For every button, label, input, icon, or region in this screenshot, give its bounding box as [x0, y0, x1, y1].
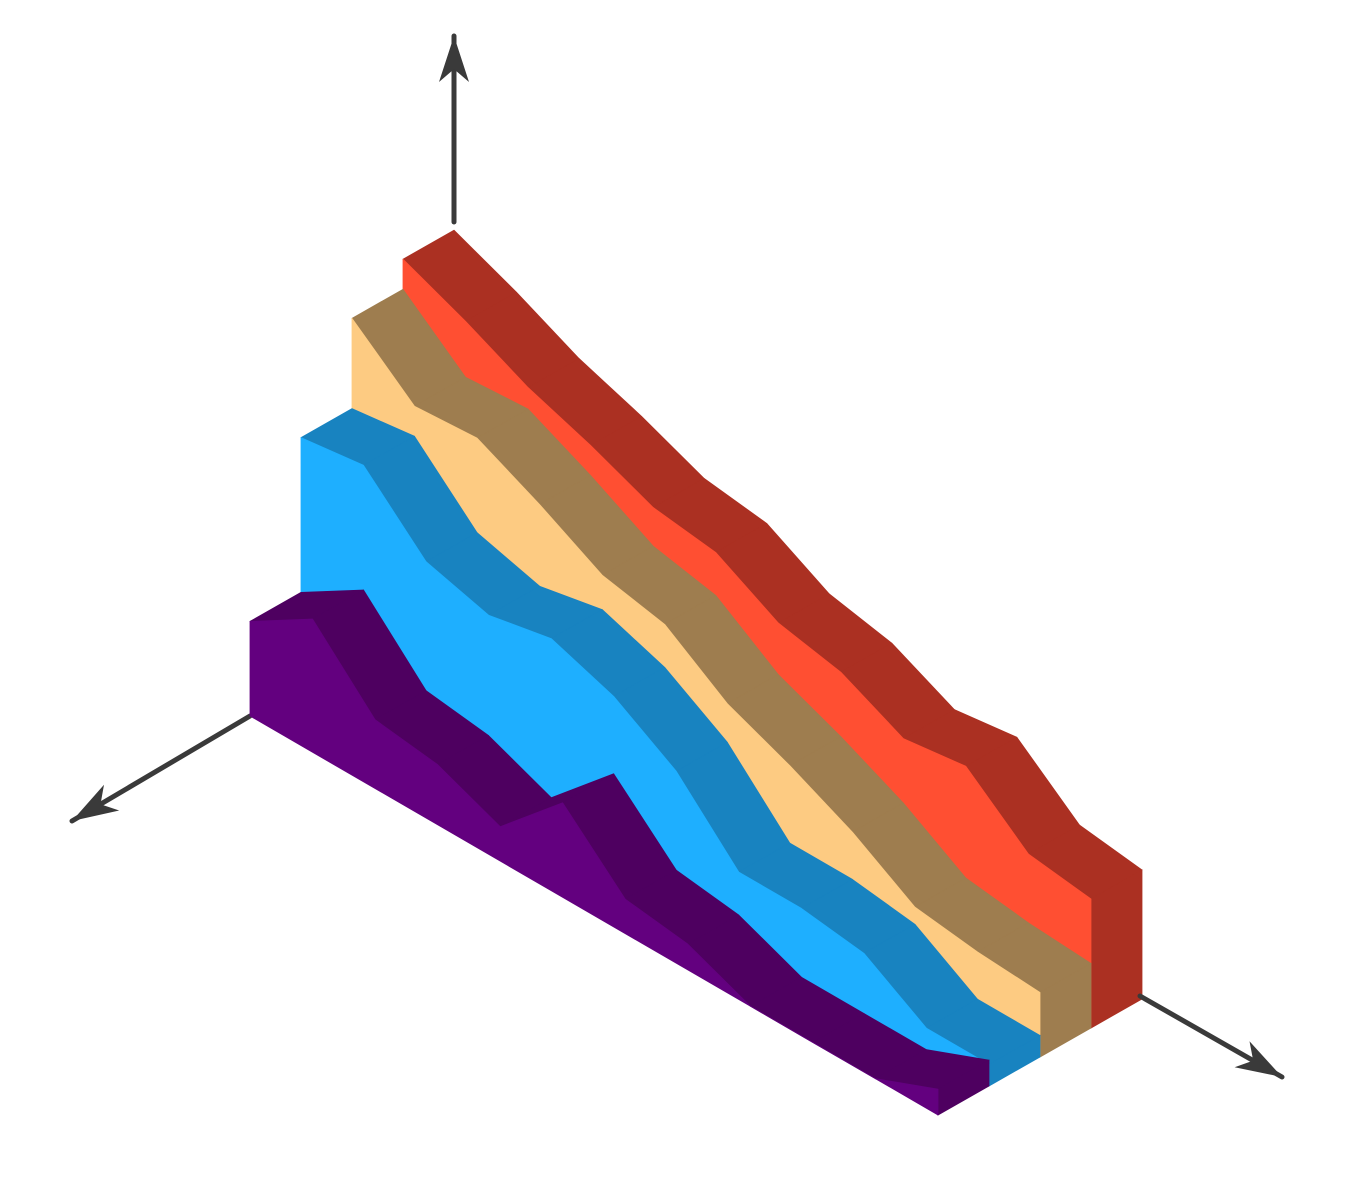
- layer-3-front-face: [351, 317, 1041, 1058]
- x-axis-arrowhead: [1234, 1041, 1282, 1077]
- z-axis-line: [69, 713, 253, 824]
- area-layer-3: [351, 288, 1092, 1058]
- area-layer-1: [249, 589, 990, 1116]
- area-layer-2: [300, 408, 1041, 1087]
- z-axis-arrowhead: [72, 784, 120, 821]
- area-layers-group: [249, 229, 1143, 1116]
- axes-back-group: [69, 33, 469, 824]
- layer-2-front-face: [300, 437, 990, 1087]
- layer-1-front-face: [249, 618, 939, 1116]
- y-axis-arrowhead: [439, 36, 469, 82]
- axes-front-group: [1137, 993, 1285, 1080]
